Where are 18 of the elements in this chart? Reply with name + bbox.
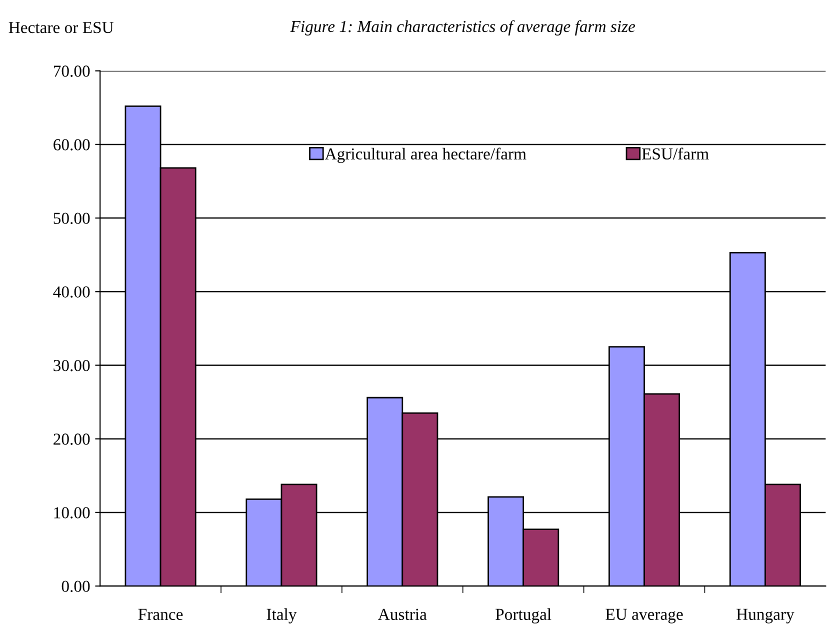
y-tick-label: 0.00 bbox=[62, 580, 90, 592]
y-tick-label: 60.00 bbox=[54, 139, 90, 150]
x-tick-label: France bbox=[138, 608, 183, 620]
y-tick-label: 30.00 bbox=[54, 360, 90, 372]
x-tick-label: Austria bbox=[378, 608, 427, 620]
x-tick-label: Italy bbox=[266, 608, 297, 624]
x-tick-label: Portugal bbox=[496, 608, 552, 624]
y-tick-label: 10.00 bbox=[54, 507, 90, 518]
y-axis-title: Hectare or ESU bbox=[8, 22, 114, 34]
y-tick-label: 70.00 bbox=[54, 66, 90, 77]
y-tick-label: 20.00 bbox=[54, 434, 90, 445]
y-tick-label: 40.00 bbox=[53, 286, 90, 298]
legend-label: ESU/farm bbox=[642, 148, 709, 160]
x-tick-label: Hungary bbox=[736, 608, 794, 624]
y-tick-label: 50.00 bbox=[54, 212, 90, 224]
chart-title: Figure 1: Main characteristics of average farm size bbox=[290, 20, 636, 36]
legend-label: Agricultural area hectare/farm bbox=[324, 148, 526, 163]
x-tick-label: EU average bbox=[606, 608, 683, 624]
